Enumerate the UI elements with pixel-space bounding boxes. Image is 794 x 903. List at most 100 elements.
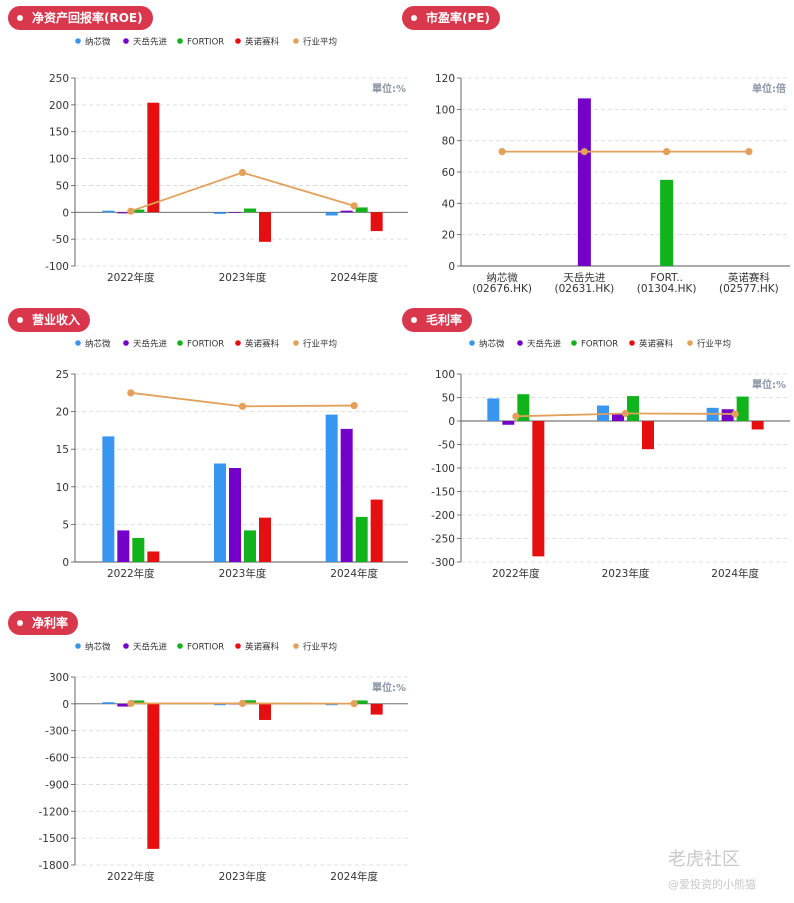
bar---0 — [147, 551, 160, 562]
y-tick-label: 100 — [435, 104, 455, 116]
legend-label: 英诺赛科 — [639, 339, 674, 350]
legend-label: 行业平均 — [303, 37, 337, 48]
chart-title: 净资产回报率(ROE) — [32, 11, 143, 25]
y-tick-label: 0 — [62, 699, 69, 711]
legend-marker-4 — [293, 38, 299, 44]
y-tick-label: 150 — [49, 127, 69, 139]
chart-panel-net_margin: 净利率 纳芯微 天岳先进 FORTIOR 英诺赛科 行业平均 單位:% -1800 -1500 -… — [8, 611, 408, 891]
bar---0 — [102, 702, 115, 704]
y-tick-label: 120 — [435, 73, 455, 85]
legend-label: FORTIOR — [187, 340, 224, 350]
bar-fortior-2 — [736, 396, 749, 421]
bar---0 — [117, 530, 130, 562]
x-tick-label: 2022年度 — [107, 567, 155, 580]
bar---0 — [147, 102, 160, 213]
chart-title: 毛利率 — [426, 313, 463, 327]
chart-title: 营业收入 — [32, 313, 81, 327]
bar---0 — [502, 421, 515, 425]
legend: 纳芯微 天岳先进 FORTIOR 英诺赛科 行业平均 — [469, 339, 731, 350]
legend-label: 天岳先进 — [133, 339, 168, 350]
legend-marker-2 — [177, 340, 183, 346]
y-tick-label: -100 — [45, 261, 69, 273]
line-point-1 — [580, 148, 588, 156]
bar-fortior-2 — [355, 516, 368, 562]
bar-fortior-0 — [132, 209, 145, 213]
y-tick-label: -300 — [45, 726, 69, 738]
x-tick-label: (01304.HK) — [637, 283, 697, 295]
legend-label: FORTIOR — [187, 643, 224, 653]
bar-fortior-0 — [132, 537, 145, 562]
unit-label: 单位:倍 — [752, 82, 786, 95]
bar-pe-1 — [577, 98, 591, 266]
bar-fortior-1 — [627, 396, 639, 421]
legend-marker-0 — [469, 340, 475, 346]
y-tick-label: 50 — [56, 180, 69, 192]
y-tick-label: 250 — [49, 73, 69, 85]
bar-fortior-1 — [244, 208, 256, 213]
bullet-dot-icon — [17, 317, 23, 323]
y-tick-label: -1500 — [38, 833, 69, 845]
y-tick-label: 100 — [435, 369, 455, 381]
line-point-0 — [127, 389, 135, 397]
legend-marker-1 — [123, 340, 129, 346]
chart-svg: 单位:倍 0 20 40 60 80 100 120 纳芯微(02676.HK) 天岳先进(026… — [435, 73, 790, 295]
x-tick-label: (02577.HK) — [719, 283, 779, 295]
chart-title-pill: 营业收入 — [8, 308, 91, 332]
unit-label: 單位:% — [372, 82, 406, 95]
x-tick-label: 英诺赛科 — [728, 271, 770, 284]
legend-marker-1 — [123, 38, 129, 44]
legend-label: 行业平均 — [303, 642, 337, 653]
bar---1 — [214, 703, 226, 706]
legend-label: 英诺赛科 — [245, 37, 280, 48]
bar-fortior-1 — [244, 530, 256, 562]
y-tick-label: 5 — [62, 519, 69, 531]
chart-panel-pe: 市盈率(PE) 单位:倍 0 20 40 60 80 100 120 纳芯微 (02676.HK) 天… — [402, 6, 794, 296]
bullet-dot-icon — [17, 620, 23, 626]
chart-svg: 纳芯微 天岳先进 FORTIOR 英诺赛科 行业平均 0 5 10 15 20 25 2022年度 20… — [56, 339, 408, 580]
y-tick-label: -1800 — [38, 860, 69, 872]
line-point-0 — [512, 412, 520, 420]
bar---0 — [147, 703, 160, 849]
bar---0 — [117, 212, 130, 214]
y-tick-label: 25 — [56, 369, 69, 381]
legend-label: 纳芯微 — [85, 642, 111, 653]
bullet-dot-icon — [17, 15, 23, 21]
legend-marker-4 — [687, 340, 693, 346]
y-tick-label: 50 — [442, 393, 455, 405]
legend-label: 纳芯微 — [479, 339, 505, 350]
bar---2 — [325, 212, 338, 216]
chart-panel-revenue: 营业收入 纳芯微 天岳先进 FORTIOR 英诺赛科 行业平均 0 5 10 15 20 25 2022… — [8, 308, 408, 598]
legend-label: 纳芯微 — [85, 37, 111, 48]
legend-marker-4 — [293, 643, 299, 649]
x-tick-label: 2023年度 — [602, 567, 650, 580]
y-tick-label: -50 — [438, 440, 455, 452]
legend: 纳芯微 天岳先进 FORTIOR 英诺赛科 行业平均 — [75, 37, 337, 48]
x-tick-label: 2023年度 — [219, 271, 267, 284]
y-tick-label: 100 — [49, 154, 69, 166]
legend-marker-4 — [293, 340, 299, 346]
x-tick-label: 2024年度 — [330, 870, 378, 883]
x-tick-label: FORT.. — [650, 272, 683, 284]
x-tick-label: 纳芯微 — [486, 271, 518, 284]
y-tick-label: -900 — [45, 779, 69, 791]
legend-marker-3 — [235, 643, 241, 649]
chart-title-pill: 净资产回报率(ROE) — [8, 6, 153, 30]
bar---1 — [214, 212, 226, 214]
line-point-2 — [350, 401, 358, 410]
bar-fortior-2 — [355, 700, 368, 704]
y-tick-label: 20 — [442, 230, 455, 242]
bar---1 — [214, 463, 226, 562]
line-point-2 — [350, 699, 358, 708]
legend-label: FORTIOR — [187, 38, 224, 48]
bar-fortior-2 — [355, 207, 368, 213]
legend-label: 天岳先进 — [527, 339, 562, 350]
bar---1 — [229, 468, 241, 562]
y-tick-label: 300 — [49, 672, 69, 684]
x-tick-label: 2022年度 — [492, 567, 540, 580]
y-tick-label: -100 — [431, 463, 455, 475]
legend-label: 行业平均 — [697, 339, 731, 350]
legend-marker-0 — [75, 340, 81, 346]
bar---0 — [102, 210, 115, 213]
x-tick-label: 2022年度 — [107, 870, 155, 883]
